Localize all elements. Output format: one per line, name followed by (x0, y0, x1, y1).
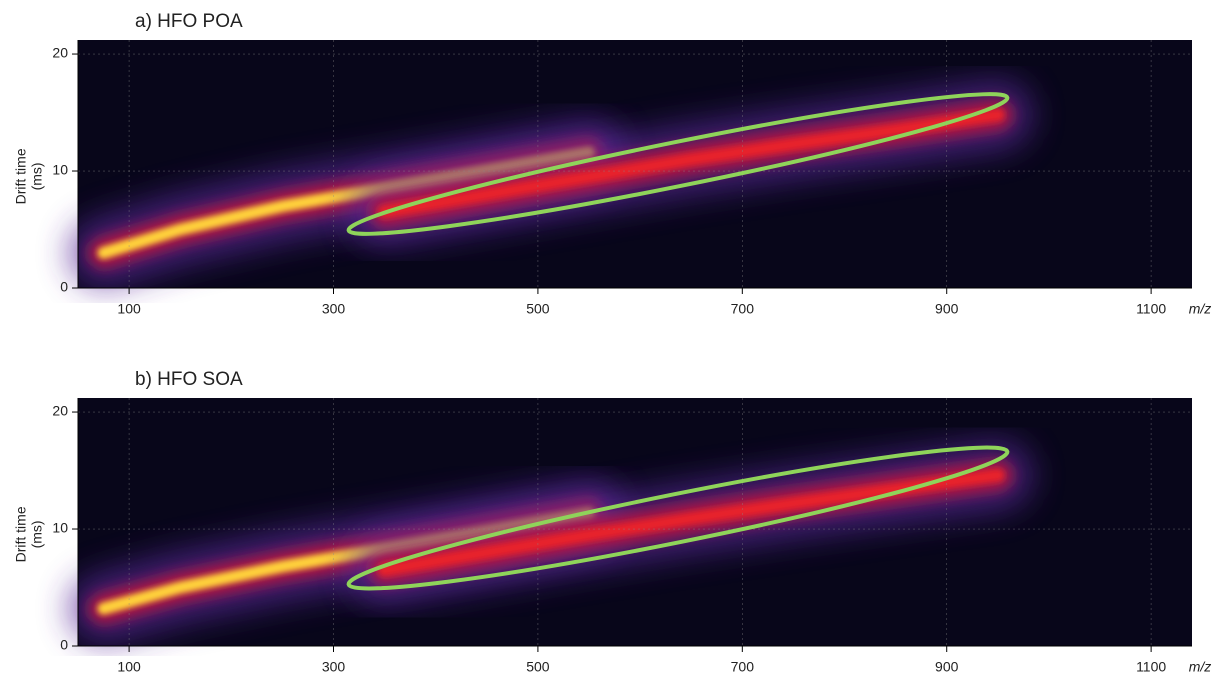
x-axis-label: m/z (1189, 301, 1212, 317)
x-tick-label: 500 (526, 659, 550, 673)
y-tick-label: 20 (52, 403, 68, 419)
density-band (378, 469, 1004, 576)
y-axis-label: (ms) (29, 162, 45, 190)
x-tick-label: 500 (526, 301, 550, 317)
x-tick-label: 700 (731, 301, 755, 317)
y-tick-label: 20 (52, 45, 68, 61)
chart-title: b) HFO SOA (135, 369, 243, 390)
y-axis-label: Drift time (13, 148, 29, 204)
x-axis-label: m/z (1189, 659, 1212, 673)
x-tick-label: 1100 (1136, 301, 1166, 317)
y-axis-label: Drift time (13, 506, 29, 562)
x-tick-label: 1100 (1136, 659, 1166, 673)
x-tick-label: 100 (117, 659, 141, 673)
x-tick-label: 100 (117, 301, 141, 317)
highlight-ellipse (346, 445, 1010, 591)
y-tick-label: 10 (52, 162, 68, 178)
x-tick-label: 300 (322, 659, 346, 673)
density-band (378, 108, 1004, 218)
y-axis-label: (ms) (29, 520, 45, 548)
x-tick-label: 700 (731, 659, 755, 673)
y-tick-label: 0 (60, 637, 68, 653)
y-tick-label: 10 (52, 520, 68, 536)
x-tick-label: 900 (935, 659, 959, 673)
x-tick-label: 300 (322, 301, 346, 317)
x-tick-label: 900 (935, 301, 959, 317)
y-tick-label: 0 (60, 279, 68, 295)
highlight-ellipse (346, 92, 1010, 236)
chart-title: a) HFO POA (135, 11, 243, 32)
